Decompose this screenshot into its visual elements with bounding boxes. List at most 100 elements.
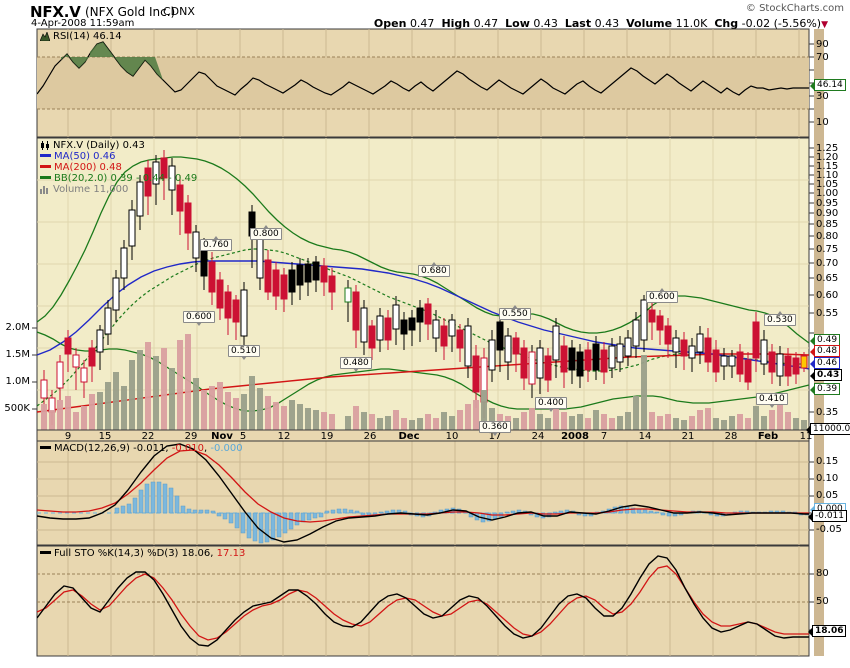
annotation-stem — [658, 288, 665, 292]
annotation-stem — [352, 368, 359, 372]
annotation-stem — [195, 322, 202, 326]
price-ytick-1-10: 1.10 — [816, 170, 839, 181]
x-axis-label-10: 10 — [445, 431, 459, 442]
rsi-ytick-30: 30 — [816, 91, 829, 102]
annotation-stem — [212, 236, 219, 240]
x-axis-label-feb: Feb — [757, 431, 779, 442]
macd-ytick-0-10: 0.10 — [816, 473, 839, 484]
bb-legend-row: BB(20,2.0) 0.39 - 0.44 - 0.49 — [40, 173, 197, 184]
annotation-stem — [768, 404, 775, 408]
price-ytick-0-60: 0.60 — [816, 290, 839, 301]
price-annotation-8: 0.400 — [535, 397, 567, 412]
price-annotation-11: 0.410 — [756, 393, 788, 408]
annotation-label: 0.530 — [767, 315, 793, 325]
stoch-ytick-80: 80 — [816, 568, 829, 579]
stoch-legend-name: Full STO %K(14,3) %D(3) — [54, 548, 179, 559]
x-axis-label-5: 5 — [239, 431, 247, 442]
x-axis-label-15: 15 — [98, 431, 112, 442]
chg-down-arrow-icon: ▼ — [821, 20, 828, 30]
chart-header: NFX.V (NFX Gold Inc.) CDNX 4-Apr-2008 11… — [0, 0, 850, 30]
ma200-value-box: 0.48 — [810, 345, 841, 357]
annotation-label: 0.550 — [502, 309, 528, 319]
chg-label: Chg — [714, 17, 739, 30]
annotation-label: 0.600 — [649, 292, 675, 302]
annotation-label: 0.600 — [186, 312, 212, 322]
ma200-legend-row: MA(200) 0.48 — [40, 162, 197, 173]
annotation-label: 0.360 — [482, 422, 508, 432]
x-axis-label-dec: Dec — [398, 431, 420, 442]
x-axis-label-22: 22 — [141, 431, 155, 442]
high-label: High — [441, 17, 471, 30]
macd-hist-value: -0.000 — [210, 443, 243, 454]
price-ytick-0-80: 0.80 — [816, 231, 839, 242]
x-axis-label-7: 7 — [600, 431, 608, 442]
x-axis-label-14: 14 — [638, 431, 652, 442]
ma200-legend-label: MA(200) 0.48 — [54, 162, 122, 173]
bb-color-swatch — [40, 175, 51, 179]
ticker-symbol: NFX.V — [30, 3, 81, 21]
chg-value: -0.02 (-5.56%) — [741, 17, 822, 30]
annotation-label: 0.800 — [253, 229, 279, 239]
price-ytick-0-85: 0.85 — [816, 219, 839, 230]
macd-value: -0.011 — [133, 443, 166, 454]
annotation-stem — [430, 262, 437, 266]
price-legend-title: NFX.V (Daily) 0.43 — [53, 140, 145, 151]
low-value: 0.43 — [533, 17, 558, 30]
price-annotation-1: 0.760 — [200, 236, 232, 251]
price-annotation-9: 0.600 — [646, 288, 678, 303]
annotation-stem — [547, 408, 554, 412]
x-axis-label-29: 29 — [184, 431, 198, 442]
macd-histogram — [37, 443, 809, 544]
annotation-stem — [511, 305, 518, 309]
price-legend-title-row: NFX.V (Daily) 0.43 — [40, 140, 197, 151]
price-ytick-1-00: 1.00 — [816, 188, 839, 199]
ma50-legend-row: MA(50) 0.46 — [40, 151, 197, 162]
x-axis-label-2008: 2008 — [561, 431, 589, 442]
stoch-k-value: 18.06 — [181, 548, 211, 559]
ma200-color-swatch — [40, 164, 51, 168]
x-axis-label-26: 26 — [363, 431, 377, 442]
price-annotation-3: 0.510 — [228, 345, 260, 360]
rsi-legend-label: RSI(14) 46.14 — [53, 31, 122, 42]
price-legend: NFX.V (Daily) 0.43 MA(50) 0.46 MA(200) 0… — [40, 140, 197, 195]
macd-ytick-0-15: 0.15 — [816, 456, 839, 467]
price-ytick-0-70: 0.70 — [816, 258, 839, 269]
volume-label: Volume — [626, 17, 673, 30]
price-ytick-1-15: 1.15 — [816, 161, 839, 172]
open-value: 0.47 — [409, 17, 435, 30]
rsi-ytick-70: 70 — [816, 52, 829, 63]
rsi-legend: RSI(14) 46.14 — [40, 31, 122, 42]
price-ytick-0-55: 0.55 — [816, 308, 839, 319]
macd-legend: MACD(12,26,9) -0.011, -0.010, -0.000 — [40, 443, 243, 454]
quote-timestamp: 4-Apr-2008 11:59am — [31, 18, 135, 29]
volume-ytick-1-0M: 1.0M — [5, 376, 30, 387]
price-ytick-1-05: 1.05 — [816, 179, 839, 190]
x-axis-label-19: 19 — [320, 431, 334, 442]
macd-signal-value: -0.010 — [171, 443, 205, 454]
company-name: (NFX Gold Inc.) — [85, 5, 176, 19]
candlestick-icon — [40, 140, 50, 150]
macd-legend-name: MACD(12,26,9) — [54, 443, 130, 454]
x-axis-label-12: 12 — [277, 431, 291, 442]
open-label: Open — [373, 17, 407, 30]
stoch-d-value: 17.13 — [216, 548, 246, 559]
volume-value-box: 11000.0 — [806, 423, 850, 435]
x-axis-label-11: 11 — [799, 431, 813, 442]
annotation-label: 0.510 — [231, 346, 257, 356]
volume-ytick-2-0M: 2.0M — [5, 322, 30, 333]
price-ytick-0-35: 0.35 — [816, 407, 839, 418]
macd-ytick-neg-0-05: -0.05 — [816, 524, 842, 535]
price-ytick-1-20: 1.20 — [816, 152, 839, 163]
volume-legend-row: Volume 11,000 — [40, 184, 197, 195]
x-axis-label-21: 21 — [681, 431, 695, 442]
annotation-label: 0.760 — [203, 240, 229, 250]
rsi-ytick-10: 10 — [816, 117, 829, 128]
volume-bars — [41, 334, 807, 430]
volume-ytick-1-5M: 1.5M — [5, 349, 30, 360]
x-axis-label-9: 9 — [64, 431, 72, 442]
mountain-icon — [40, 31, 50, 41]
price-ytick-0-95: 0.95 — [816, 198, 839, 209]
macd-ytick-0-05: 0.05 — [816, 490, 839, 501]
